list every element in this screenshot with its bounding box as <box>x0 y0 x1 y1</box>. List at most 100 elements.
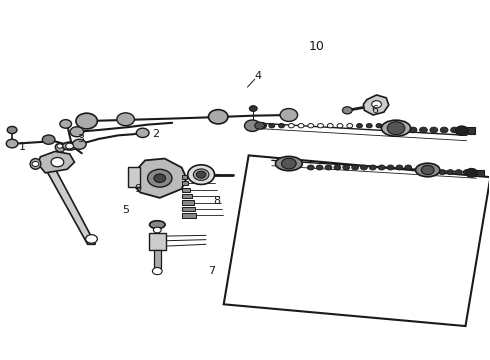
Text: 1: 1 <box>19 142 26 152</box>
Circle shape <box>288 123 294 128</box>
Bar <box>182 201 194 204</box>
Circle shape <box>405 165 412 170</box>
Ellipse shape <box>188 165 215 184</box>
Text: 6: 6 <box>372 105 379 115</box>
Bar <box>148 233 166 249</box>
Circle shape <box>255 122 265 129</box>
Circle shape <box>51 157 64 167</box>
Circle shape <box>60 120 72 128</box>
Bar <box>182 175 187 179</box>
Circle shape <box>325 165 332 170</box>
Circle shape <box>409 127 417 133</box>
FancyBboxPatch shape <box>224 156 490 326</box>
Circle shape <box>421 165 434 175</box>
Circle shape <box>367 123 372 128</box>
Circle shape <box>154 174 166 183</box>
Circle shape <box>42 135 55 144</box>
Ellipse shape <box>55 144 65 152</box>
Text: 9: 9 <box>134 184 141 194</box>
Circle shape <box>451 127 459 133</box>
Circle shape <box>347 123 353 128</box>
Circle shape <box>369 165 376 170</box>
Text: 8: 8 <box>213 197 220 206</box>
Text: 10: 10 <box>308 40 324 53</box>
Text: 2: 2 <box>152 129 160 139</box>
Ellipse shape <box>275 157 302 171</box>
Circle shape <box>307 165 314 170</box>
Circle shape <box>32 161 39 166</box>
Ellipse shape <box>381 120 411 136</box>
Ellipse shape <box>30 158 41 169</box>
Circle shape <box>361 165 368 170</box>
Circle shape <box>86 235 98 243</box>
Circle shape <box>378 165 385 170</box>
Circle shape <box>376 123 382 128</box>
Circle shape <box>387 122 405 135</box>
Circle shape <box>419 127 427 133</box>
Circle shape <box>117 113 134 126</box>
Circle shape <box>280 109 297 121</box>
Circle shape <box>66 143 74 149</box>
Circle shape <box>70 127 84 137</box>
Circle shape <box>343 107 352 114</box>
Circle shape <box>136 128 149 138</box>
Text: 3: 3 <box>77 134 84 144</box>
Text: 7: 7 <box>208 266 216 276</box>
Circle shape <box>318 123 323 128</box>
Circle shape <box>439 170 446 175</box>
Circle shape <box>7 126 17 134</box>
Bar <box>476 170 484 176</box>
Polygon shape <box>364 95 389 115</box>
Polygon shape <box>44 166 96 244</box>
Circle shape <box>463 170 470 175</box>
Circle shape <box>316 165 323 170</box>
Circle shape <box>76 113 98 129</box>
Circle shape <box>334 165 341 170</box>
Circle shape <box>352 165 359 170</box>
Circle shape <box>343 165 350 170</box>
Bar <box>154 249 161 267</box>
Bar <box>182 207 196 211</box>
Bar <box>182 213 196 217</box>
Bar <box>182 188 191 192</box>
Circle shape <box>282 158 296 169</box>
Ellipse shape <box>194 169 209 180</box>
Circle shape <box>387 165 394 170</box>
Circle shape <box>249 106 257 111</box>
Circle shape <box>6 139 18 148</box>
Bar <box>128 167 140 187</box>
Circle shape <box>466 168 477 177</box>
Circle shape <box>269 123 275 128</box>
Circle shape <box>396 165 403 170</box>
Circle shape <box>308 123 314 128</box>
Circle shape <box>258 122 267 129</box>
Circle shape <box>153 227 161 233</box>
Text: 4: 4 <box>255 71 262 81</box>
Circle shape <box>327 123 333 128</box>
Ellipse shape <box>416 163 440 177</box>
Circle shape <box>455 170 462 175</box>
Circle shape <box>279 123 285 128</box>
Bar <box>182 194 193 198</box>
Ellipse shape <box>149 221 165 229</box>
Circle shape <box>440 127 448 133</box>
Text: 5: 5 <box>122 205 129 215</box>
Bar <box>466 127 475 134</box>
Circle shape <box>337 123 343 128</box>
Circle shape <box>245 120 260 131</box>
Circle shape <box>152 267 162 275</box>
Circle shape <box>447 170 454 175</box>
Polygon shape <box>38 152 74 173</box>
Circle shape <box>147 169 172 187</box>
Ellipse shape <box>62 142 77 150</box>
Circle shape <box>430 127 438 133</box>
Polygon shape <box>130 158 187 198</box>
Circle shape <box>357 123 363 128</box>
Circle shape <box>73 139 86 149</box>
Bar <box>182 181 189 185</box>
Circle shape <box>208 110 228 124</box>
Circle shape <box>57 144 63 148</box>
Circle shape <box>372 101 381 108</box>
Circle shape <box>196 171 206 178</box>
Circle shape <box>298 123 304 128</box>
